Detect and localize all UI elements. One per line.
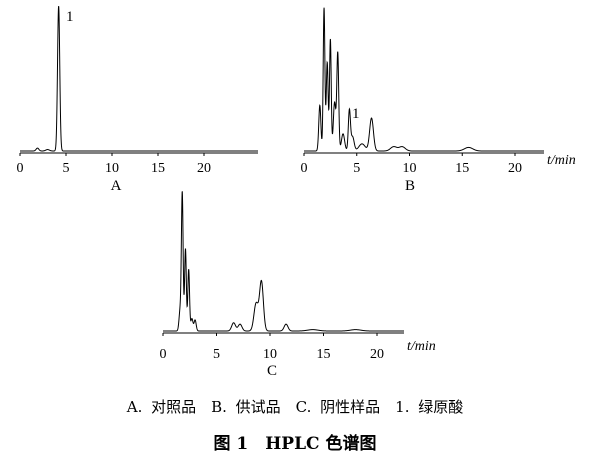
panel-c-label: C — [267, 363, 277, 379]
panel-b-ticks: 0 5 10 15 20 — [301, 153, 522, 176]
panel-a-label: A — [111, 178, 122, 194]
panel-a-tick-label: 10 — [105, 161, 119, 176]
panel-c-tick-label: 20 — [370, 347, 384, 362]
panel-b-trace — [304, 7, 544, 152]
panel-b-tick-label: 15 — [455, 161, 469, 176]
panel-a-peak-label: 1 — [66, 9, 74, 25]
panel-b-tick-label: 20 — [508, 161, 522, 176]
panel-c-ticks: 0 5 10 15 20 — [160, 333, 384, 362]
panel-a-tick-label: 5 — [63, 161, 70, 176]
panel-a: 1 0 5 10 15 20 A — [17, 6, 258, 194]
panel-a-tick-label: 15 — [151, 161, 165, 176]
panel-c-tick-label: 0 — [160, 347, 167, 362]
figure-title: 图 1 HPLC 色谱图 — [213, 434, 377, 454]
panel-c-tick-label: 10 — [263, 347, 277, 362]
panel-c-tick-label: 5 — [213, 347, 220, 362]
panel-a-tick-label: 20 — [197, 161, 211, 176]
panel-b-xlabel: t/min — [547, 153, 576, 168]
panel-b-tick-label: 10 — [403, 161, 417, 176]
panel-a-ticks: 0 5 10 15 20 — [17, 153, 211, 176]
panel-c-tick-label: 15 — [317, 347, 331, 362]
panel-c: 0 5 10 15 20 t/min C — [160, 191, 436, 379]
hplc-chromatogram-figure: 1 0 5 10 15 20 A 1 0 5 10 15 20 t/min B 0 5 10 15 20… — [17, 6, 576, 379]
panel-b-label: B — [405, 178, 415, 194]
panel-a-tick-label: 0 — [17, 161, 24, 176]
panel-b-peak-label: 1 — [352, 106, 360, 122]
panel-c-xlabel: t/min — [407, 339, 436, 354]
panel-a-trace — [20, 6, 258, 152]
panel-b-tick-label: 0 — [301, 161, 308, 176]
figure-legend-caption: A. 对照品 B. 供试品 C. 阴性样品 1. 绿原酸 — [126, 398, 464, 416]
panel-b-tick-label: 5 — [353, 161, 360, 176]
panel-b: 1 0 5 10 15 20 t/min B — [301, 7, 576, 194]
panel-c-trace — [163, 191, 404, 332]
